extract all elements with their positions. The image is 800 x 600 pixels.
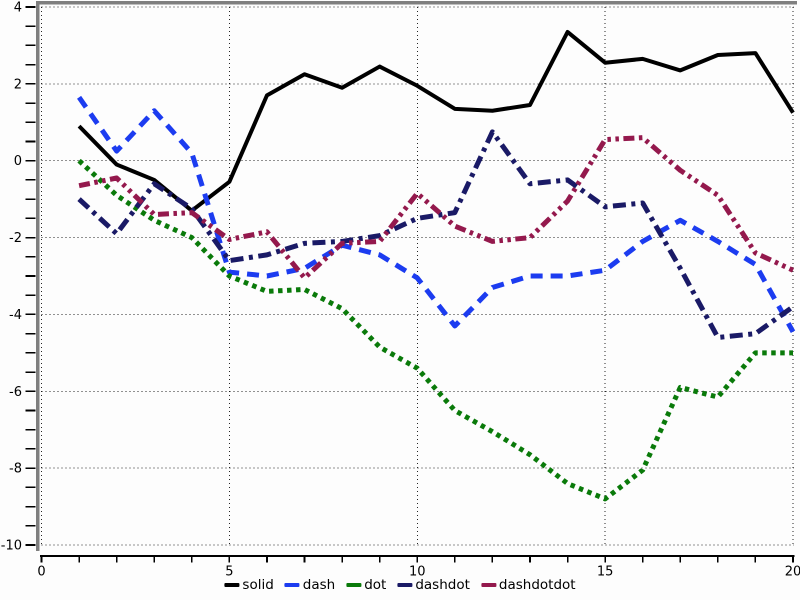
legend-label: dot xyxy=(364,577,387,593)
series-line-dashdotdot xyxy=(78,135,795,281)
legend-item-solid: solid xyxy=(224,577,274,593)
legend: solid dash dot dashdot dashdotdot xyxy=(224,577,576,593)
legend-marker-dashdotdot-icon xyxy=(480,582,496,588)
plot-frame xyxy=(36,1,797,551)
series-line-solid xyxy=(77,29,795,213)
y-tick-label: -10 xyxy=(1,539,22,554)
legend-marker-dot-icon xyxy=(346,582,362,588)
x-tick-label: 5 xyxy=(225,565,233,580)
legend-item-dashdotdot: dashdotdot xyxy=(480,577,576,593)
x-tick-label: 20 xyxy=(785,565,800,580)
series-line-dash xyxy=(77,95,796,333)
axis-ticks xyxy=(25,6,795,563)
legend-label: dash xyxy=(302,577,336,593)
y-tick-label: 0 xyxy=(14,154,22,169)
frame-top-bar xyxy=(36,1,797,5)
x-tick-label: 15 xyxy=(597,565,614,580)
legend-item-dash: dash xyxy=(284,577,336,593)
legend-label: dashdotdot xyxy=(498,577,576,593)
legend-item-dot: dot xyxy=(346,578,386,592)
legend-label: solid xyxy=(242,577,274,593)
y-tick-label: 4 xyxy=(14,1,22,16)
y-tick-label: -6 xyxy=(9,385,22,400)
series-line-dot xyxy=(77,158,793,502)
series-lines xyxy=(77,29,796,502)
legend-item-dashdot: dashdot xyxy=(397,578,470,592)
y-tick-label: 2 xyxy=(14,77,22,92)
legend-marker-solid-icon xyxy=(224,582,240,588)
y-tick-label: -8 xyxy=(9,462,22,477)
x-tick-label: 0 xyxy=(37,565,45,580)
legend-marker-dash-icon xyxy=(284,582,300,588)
series-line-dashdot xyxy=(77,129,795,340)
legend-label: dashdot xyxy=(415,577,470,593)
y-tick-label: -4 xyxy=(9,308,22,323)
frame-left-bar xyxy=(36,1,40,551)
y-tick-label: -2 xyxy=(9,231,22,246)
legend-marker-dashdot-icon xyxy=(397,582,413,588)
x-tick-label: 10 xyxy=(409,565,426,580)
